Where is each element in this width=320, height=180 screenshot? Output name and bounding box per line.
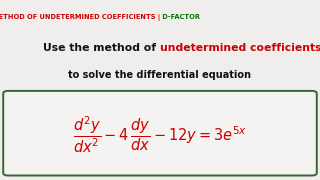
Text: D-FACTOR: D-FACTOR [160,14,200,20]
Text: METHOD OF UNDETERMINED COEFFICIENTS |: METHOD OF UNDETERMINED COEFFICIENTS | [0,14,160,21]
Text: to solve the differential equation: to solve the differential equation [68,70,252,80]
Text: Use the method of: Use the method of [43,43,160,53]
Text: $\dfrac{d^2y}{dx^2} - 4\,\dfrac{dy}{dx} - 12y = 3e^{5x}$: $\dfrac{d^2y}{dx^2} - 4\,\dfrac{dy}{dx} … [73,114,247,155]
FancyBboxPatch shape [3,91,317,176]
Text: undetermined coefficients: undetermined coefficients [160,43,320,53]
